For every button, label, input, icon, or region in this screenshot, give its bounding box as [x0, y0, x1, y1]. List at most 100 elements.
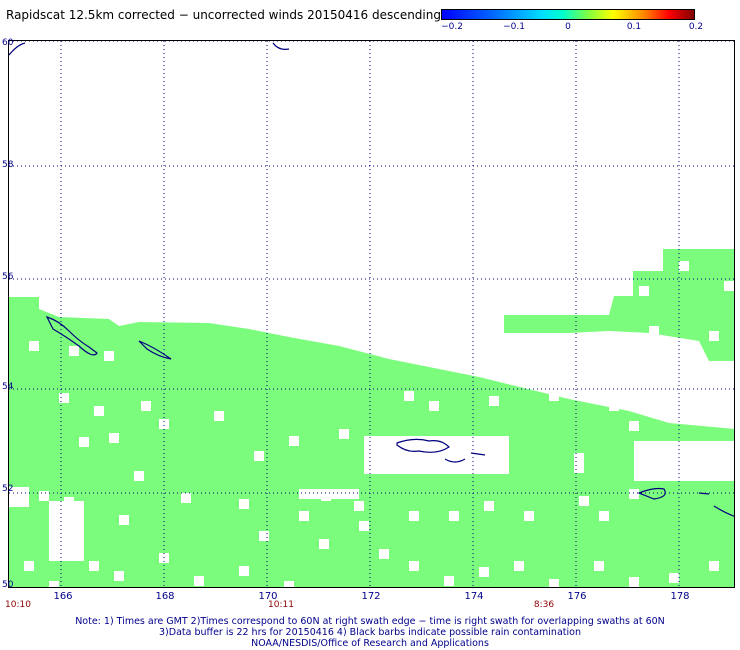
missing-cell [629, 577, 639, 587]
missing-cell [639, 286, 649, 296]
missing-cell [524, 511, 534, 521]
missing-cell [679, 261, 689, 271]
missing-cell [49, 501, 84, 561]
coastline-segment [272, 42, 290, 50]
lat-label-52: 52 [2, 484, 14, 494]
swath-gaps [9, 261, 734, 587]
footnote-line: NOAA/NESDIS/Office of Research and Appli… [251, 638, 489, 649]
missing-cell [89, 561, 99, 571]
missing-cell [429, 401, 439, 411]
missing-cell [649, 326, 659, 336]
missing-cell [284, 581, 294, 587]
island-gap [364, 436, 509, 474]
missing-cell [359, 521, 369, 531]
missing-cell [404, 391, 414, 401]
missing-cell [239, 499, 249, 509]
missing-cell [669, 573, 679, 583]
lon-label-174: 174 [464, 591, 484, 602]
coastline-segment [470, 452, 486, 456]
coastline-segment [713, 505, 734, 517]
coastline-segment [444, 458, 466, 463]
lat-lon-grid [9, 41, 734, 587]
missing-cell [181, 493, 191, 503]
lon-label-172: 172 [361, 591, 381, 602]
missing-cell [724, 281, 734, 291]
missing-cell [549, 391, 559, 401]
missing-cell [549, 579, 559, 587]
missing-cell [574, 453, 584, 473]
missing-cell [409, 511, 419, 521]
missing-cell [449, 511, 459, 521]
missing-cell [109, 433, 119, 443]
missing-cell [339, 429, 349, 439]
map-panel [8, 40, 735, 588]
swath-time-label: 8:36 [533, 600, 555, 610]
missing-cell [629, 489, 639, 499]
colorbar-tick-label: 0 [565, 22, 571, 32]
missing-cell [299, 511, 309, 521]
footnote: Note: 1) Times are GMT 2)Times correspon… [0, 616, 740, 649]
missing-cell [489, 396, 499, 406]
missing-cell [69, 346, 79, 356]
missing-cell [479, 567, 489, 577]
coastline-segment [45, 315, 98, 356]
lat-label-60: 60 [2, 38, 14, 48]
missing-cell [39, 491, 49, 501]
missing-cell [409, 561, 419, 571]
footnote-line: 3)Data buffer is 22 hrs for 20150416 4) … [159, 627, 581, 638]
missing-cell [289, 436, 299, 446]
missing-cell [259, 531, 269, 541]
missing-cell [79, 437, 89, 447]
colorbar-tick-label: −0.1 [503, 22, 525, 32]
missing-cell [319, 539, 329, 549]
swath-time-label: 10:11 [268, 600, 294, 610]
colorbar-tick-label: 0.1 [626, 22, 642, 32]
missing-cell [514, 561, 524, 571]
coastline-segment [9, 42, 26, 56]
missing-cell [709, 331, 719, 341]
lon-label-166: 166 [53, 591, 73, 602]
lon-label-178: 178 [670, 591, 690, 602]
island-gap [634, 441, 734, 481]
missing-cell [9, 487, 29, 507]
coastline-segment [637, 487, 666, 500]
missing-cell [299, 489, 359, 499]
missing-cell [354, 501, 364, 511]
swath-region-east [504, 249, 734, 361]
lat-label-56: 56 [2, 272, 14, 282]
missing-cell [94, 406, 104, 416]
missing-cell [119, 515, 129, 525]
missing-cell [194, 576, 204, 586]
missing-cell [569, 341, 579, 351]
lat-label-50: 50 [2, 580, 14, 590]
colorbar-tick-label: −0.2 [441, 22, 463, 32]
missing-cell [49, 581, 59, 587]
chart-title: Rapidscat 12.5km corrected − uncorrected… [6, 8, 441, 22]
footnote-line: Note: 1) Times are GMT 2)Times correspon… [75, 616, 665, 627]
missing-cell [379, 549, 389, 559]
lat-label-54: 54 [2, 382, 14, 392]
coastline [9, 42, 734, 517]
missing-cell [114, 571, 124, 581]
lat-label-58: 58 [2, 160, 14, 170]
swath-time-label: 10:10 [5, 600, 31, 610]
coastline-segment [138, 340, 172, 360]
missing-cell [629, 421, 639, 431]
missing-cell [594, 561, 604, 571]
lon-label-170: 170 [258, 591, 278, 602]
missing-cell [609, 401, 619, 411]
missing-cell [159, 419, 169, 429]
missing-cell [29, 341, 39, 351]
coastline-segment [698, 492, 710, 495]
missing-cell [709, 561, 719, 571]
missing-cell [599, 511, 609, 521]
lon-label-176: 176 [567, 591, 587, 602]
coastline-segment [396, 438, 450, 453]
missing-cell [24, 561, 34, 571]
lon-label-168: 168 [155, 591, 175, 602]
missing-cell [254, 451, 264, 461]
colorbar [441, 9, 695, 20]
missing-cell [444, 576, 454, 586]
wind-difference-map [9, 41, 734, 587]
missing-cell [134, 471, 144, 481]
